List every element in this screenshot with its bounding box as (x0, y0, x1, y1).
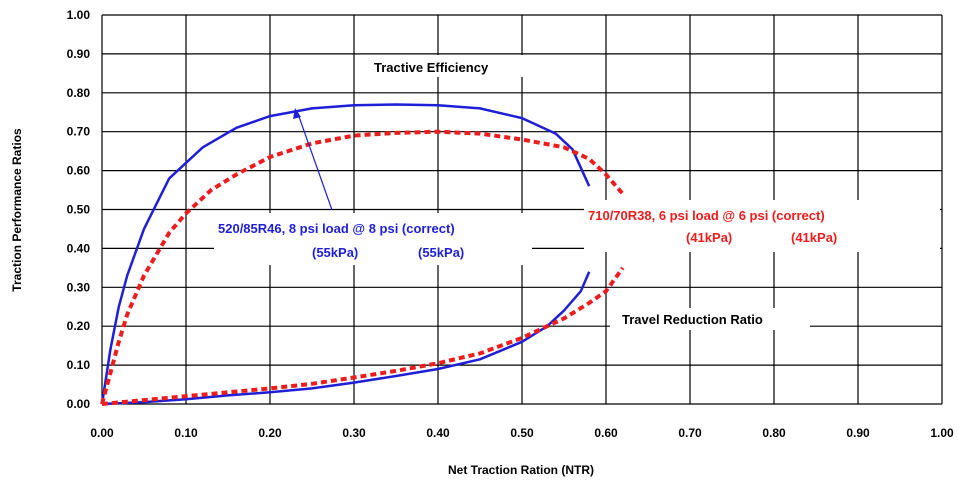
y-tick-label: 0.20 (67, 319, 91, 333)
red-series-kpa-1: (41kPa) (686, 230, 732, 245)
x-tick-label: 0.10 (174, 426, 198, 440)
x-tick-label: 0.70 (678, 426, 702, 440)
series-line-trr-red (102, 268, 623, 404)
y-axis-title: Traction Performance Ratios (10, 128, 24, 292)
y-tick-label: 0.60 (67, 164, 91, 178)
x-tick-label: 0.20 (258, 426, 282, 440)
x-axis-title: Net Traction Ration (NTR) (448, 463, 594, 477)
x-tick-label: 0.00 (90, 426, 114, 440)
tractive-efficiency-label: Tractive Efficiency (374, 60, 489, 75)
label-backgrounds (214, 55, 940, 330)
blue-series-kpa-1: (55kPa) (312, 245, 358, 260)
y-tick-label: 0.10 (67, 358, 91, 372)
y-tick-label: 1.00 (67, 8, 91, 22)
y-tick-label: 0.00 (67, 397, 91, 411)
x-tick-label: 0.60 (594, 426, 618, 440)
annotation-arrow (297, 111, 332, 210)
x-tick-label: 0.30 (342, 426, 366, 440)
y-tick-label: 0.30 (67, 280, 91, 294)
series-line-trr-blue (102, 272, 589, 404)
y-tick-label: 0.70 (67, 125, 91, 139)
y-tick-label: 0.40 (67, 241, 91, 255)
red-series-kpa-2: (41kPa) (791, 230, 837, 245)
x-tick-label: 0.40 (426, 426, 450, 440)
y-tick-label: 0.90 (67, 47, 91, 61)
blue-series-label: 520/85R46, 8 psi load @ 8 psi (correct) (218, 221, 455, 236)
y-tick-label: 0.50 (67, 203, 91, 217)
series-line-te-red (102, 132, 623, 404)
x-tick-label: 0.50 (510, 426, 534, 440)
x-tick-label: 0.80 (762, 426, 786, 440)
x-tick-label: 1.00 (930, 426, 954, 440)
red-series-label: 710/70R38, 6 psi load @ 6 psi (correct) (588, 208, 825, 223)
x-tick-label: 0.90 (846, 426, 870, 440)
travel-reduction-label: Travel Reduction Ratio (622, 312, 763, 327)
blue-series-kpa-2: (55kPa) (418, 245, 464, 260)
y-tick-label: 0.80 (67, 86, 91, 100)
